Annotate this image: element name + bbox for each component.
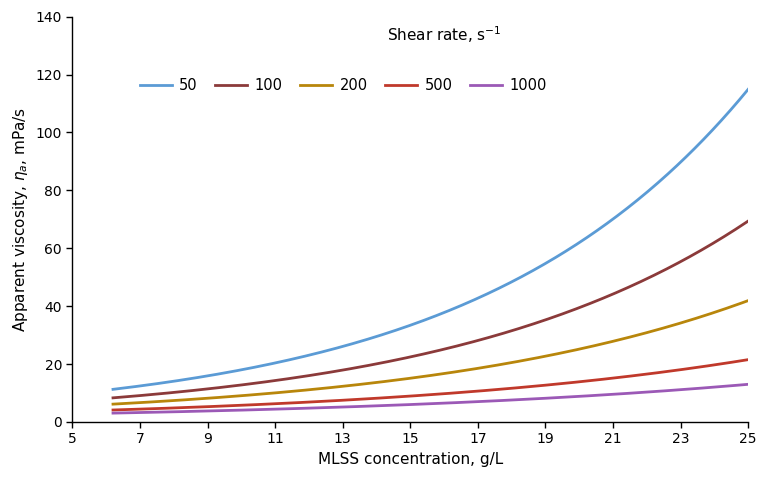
200 bbox=[108, 401, 118, 407]
Text: Shear rate, s$^{-1}$: Shear rate, s$^{-1}$ bbox=[387, 25, 502, 45]
50 bbox=[743, 87, 753, 92]
Line: 100: 100 bbox=[113, 221, 748, 398]
1000 bbox=[728, 383, 737, 389]
500 bbox=[629, 373, 638, 379]
500 bbox=[728, 359, 737, 365]
200 bbox=[452, 369, 462, 375]
1000 bbox=[108, 410, 118, 416]
100 bbox=[410, 353, 419, 359]
50 bbox=[629, 200, 638, 206]
1000 bbox=[410, 402, 419, 407]
100 bbox=[486, 334, 495, 340]
200 bbox=[629, 333, 638, 339]
100 bbox=[452, 343, 462, 349]
1000 bbox=[743, 381, 753, 387]
100 bbox=[629, 282, 638, 288]
100 bbox=[743, 218, 753, 224]
1000 bbox=[486, 398, 495, 404]
50 bbox=[108, 387, 118, 392]
500 bbox=[486, 387, 495, 393]
Line: 50: 50 bbox=[113, 89, 748, 390]
200 bbox=[410, 375, 419, 380]
50 bbox=[414, 319, 423, 325]
500 bbox=[743, 357, 753, 362]
500 bbox=[108, 407, 118, 413]
100 bbox=[728, 228, 737, 234]
500 bbox=[410, 393, 419, 399]
100 bbox=[108, 395, 118, 401]
200 bbox=[486, 363, 495, 369]
Line: 200: 200 bbox=[113, 301, 748, 404]
1000 bbox=[414, 402, 423, 407]
50 bbox=[410, 321, 419, 326]
50 bbox=[486, 289, 495, 295]
Legend: 50, 100, 200, 500, 1000: 50, 100, 200, 500, 1000 bbox=[134, 73, 552, 99]
500 bbox=[414, 392, 423, 398]
1000 bbox=[629, 390, 638, 396]
Line: 500: 500 bbox=[113, 359, 748, 410]
Line: 1000: 1000 bbox=[113, 384, 748, 413]
50 bbox=[728, 105, 737, 110]
X-axis label: MLSS concentration, g/L: MLSS concentration, g/L bbox=[318, 452, 503, 467]
1000 bbox=[452, 400, 462, 405]
50 bbox=[452, 304, 462, 310]
500 bbox=[452, 390, 462, 396]
Y-axis label: Apparent viscosity, $\it{\eta_a}$, mPa/s: Apparent viscosity, $\it{\eta_a}$, mPa/s bbox=[11, 107, 30, 332]
200 bbox=[414, 374, 423, 380]
200 bbox=[743, 298, 753, 304]
100 bbox=[414, 352, 423, 358]
200 bbox=[728, 303, 737, 309]
